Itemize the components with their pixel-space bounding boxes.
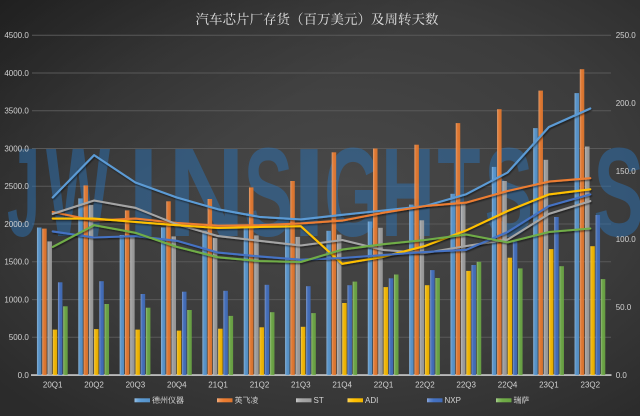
svg-text:23Q1: 23Q1: [539, 380, 559, 389]
svg-text:J: J: [7, 122, 40, 263]
svg-text:S: S: [594, 123, 640, 264]
svg-text:2000.0: 2000.0: [4, 220, 29, 229]
svg-text:22Q3: 22Q3: [456, 380, 476, 389]
svg-text:1000.0: 1000.0: [4, 295, 29, 304]
svg-text:21Q3: 21Q3: [291, 380, 311, 389]
svg-text:4500.0: 4500.0: [4, 31, 29, 40]
svg-text:3000.0: 3000.0: [4, 144, 29, 153]
svg-text:3500.0: 3500.0: [4, 107, 29, 116]
svg-text:NXP: NXP: [445, 396, 461, 405]
svg-text:23Q2: 23Q2: [581, 380, 601, 389]
svg-text:4000.0: 4000.0: [4, 69, 29, 78]
svg-text:22Q4: 22Q4: [498, 380, 518, 389]
svg-text:20Q3: 20Q3: [126, 380, 146, 389]
svg-text:1500.0: 1500.0: [4, 258, 29, 267]
svg-text:200.0: 200.0: [616, 99, 637, 108]
svg-text:ST: ST: [314, 396, 324, 405]
svg-text:50.0: 50.0: [616, 303, 632, 312]
svg-text:21Q1: 21Q1: [208, 380, 228, 389]
svg-text:250.0: 250.0: [616, 31, 637, 40]
svg-text:22Q1: 22Q1: [374, 380, 394, 389]
svg-text:21Q4: 21Q4: [332, 380, 352, 389]
svg-text:2500.0: 2500.0: [4, 182, 29, 191]
svg-text:0.0: 0.0: [18, 371, 30, 380]
svg-text:ADI: ADI: [365, 396, 378, 405]
svg-text:20Q2: 20Q2: [84, 380, 104, 389]
svg-text:22Q2: 22Q2: [415, 380, 435, 389]
svg-text:20Q1: 20Q1: [43, 380, 63, 389]
svg-text:20Q4: 20Q4: [167, 380, 187, 389]
svg-text:100.0: 100.0: [616, 235, 637, 244]
svg-text:21Q2: 21Q2: [250, 380, 270, 389]
svg-text:150.0: 150.0: [616, 167, 637, 176]
svg-text:500.0: 500.0: [9, 333, 30, 342]
svg-text:0.0: 0.0: [616, 371, 628, 380]
